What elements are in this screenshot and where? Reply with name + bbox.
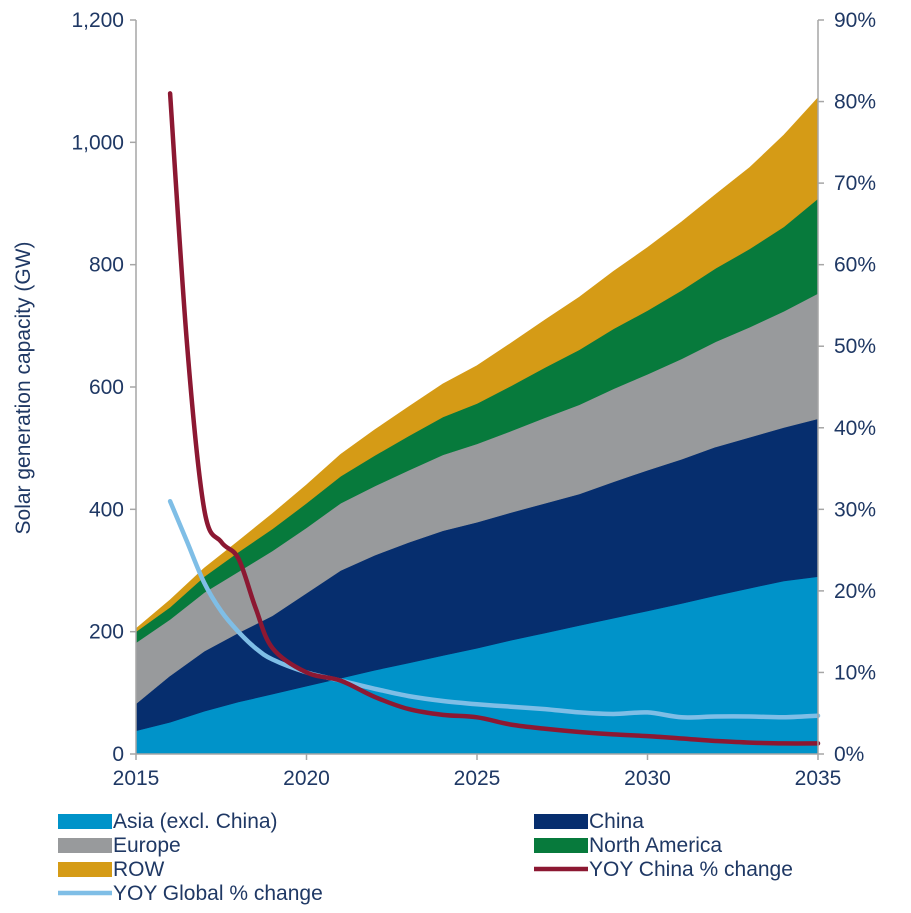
y2-tick-label: 70% <box>834 172 876 195</box>
legend-item-asia-excl-china: Asia (excl. China) <box>58 810 278 833</box>
axes: 0 200 400 600 800 1,000 1,200 0% 10% 20% 30% 40% 50%… <box>71 9 876 790</box>
legend-item-north-america: North America <box>534 834 722 857</box>
legend-item-europe: Europe <box>58 834 181 857</box>
y2-tick-label: 90% <box>834 9 876 32</box>
line-yoy-global-change <box>167 498 821 720</box>
x-tick-label: 2025 <box>454 767 501 790</box>
y2-tick-label: 40% <box>834 417 876 440</box>
y-tick-label: 1,000 <box>71 131 124 154</box>
y-axis-label: Solar generation capacity (GW) <box>12 242 35 535</box>
yoy-lines <box>167 91 821 746</box>
legend-item-row: ROW <box>58 858 165 881</box>
legend-swatch <box>534 838 588 853</box>
legend-label: ROW <box>113 858 165 881</box>
legend-label: North America <box>589 834 722 857</box>
legend-swatch <box>58 838 112 853</box>
y2-tick-label: 10% <box>834 661 876 684</box>
legend: Asia (excl. China) China Europe North Ameri… <box>58 810 793 905</box>
legend-label: Europe <box>113 834 181 857</box>
legend-label: YOY China % change <box>589 858 793 881</box>
y2-tick-label: 50% <box>834 335 876 358</box>
legend-swatch <box>534 814 588 829</box>
legend-item-yoy-china-change: YOY China % change <box>534 858 793 881</box>
stacked-areas <box>135 96 819 755</box>
line-yoy-china-change <box>167 91 821 746</box>
y-tick-label: 800 <box>89 254 124 277</box>
y2-tick-label: 0% <box>834 743 864 766</box>
y2-tick-label: 30% <box>834 498 876 521</box>
y-tick-label: 0 <box>112 743 124 766</box>
y-tick-label: 1,200 <box>71 9 124 32</box>
x-tick-label: 2015 <box>113 767 160 790</box>
y2-tick-label: 80% <box>834 91 876 114</box>
x-tick-label: 2035 <box>795 767 842 790</box>
y2-tick-label: 20% <box>834 580 876 603</box>
legend-item-china: China <box>534 810 644 833</box>
y-tick-label: 600 <box>89 376 124 399</box>
x-tick-label: 2020 <box>283 767 330 790</box>
legend-label: China <box>589 810 644 833</box>
legend-item-yoy-global-change: YOY Global % change <box>58 882 323 905</box>
y-tick-label: 200 <box>89 621 124 644</box>
legend-swatch <box>58 814 112 829</box>
legend-label: YOY Global % change <box>113 882 323 905</box>
x-tick-label: 2030 <box>624 767 671 790</box>
y-tick-label: 400 <box>89 498 124 521</box>
legend-swatch <box>58 862 112 877</box>
y2-tick-label: 60% <box>834 254 876 277</box>
legend-label: Asia (excl. China) <box>113 810 278 833</box>
